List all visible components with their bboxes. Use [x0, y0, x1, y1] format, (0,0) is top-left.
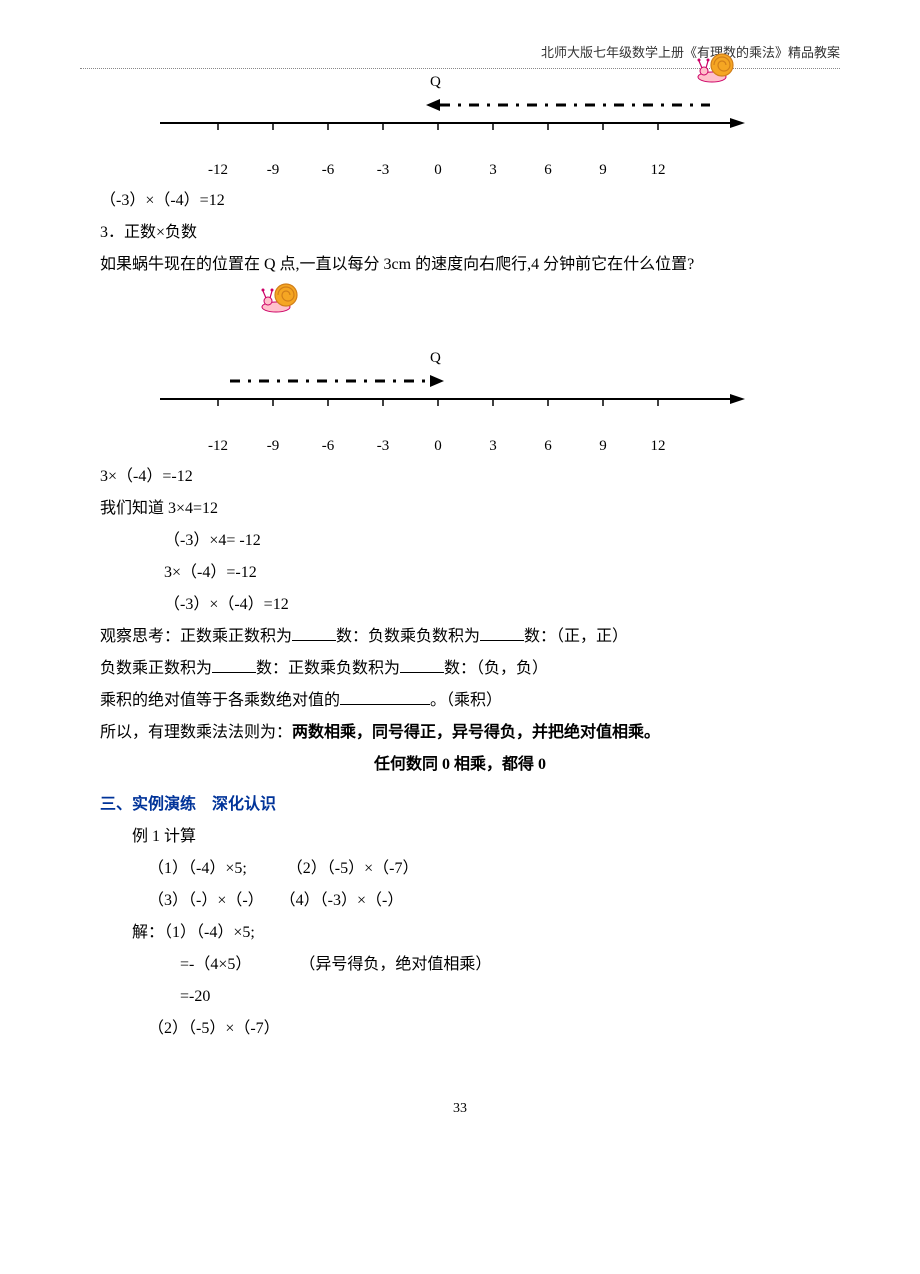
snail-icon	[696, 47, 740, 95]
tick-label: -9	[258, 431, 288, 461]
q-label-2: Q	[430, 343, 441, 373]
section-title: 三、实例演练 深化认识	[100, 789, 820, 821]
solution-1a: =-（4×5） （异号得负，绝对值相乘）	[100, 949, 820, 981]
tick-labels-1: -12-9-6-3036912	[140, 155, 760, 175]
q-label-1: Q	[430, 67, 441, 97]
example-line-1: （1）（-4）×5; （2）（-5）×（-7）	[100, 853, 820, 885]
text-line-5: 观察思考：正数乘正数积为数：负数乘负数积为数：（正，正）	[100, 621, 820, 653]
tick-label: -6	[313, 155, 343, 185]
example-line-2: （3）（-）×（-） （4）（-3）×（-）	[100, 885, 820, 917]
figure-1: Q -12-9-6-3036912	[100, 89, 820, 175]
tick-label: 3	[478, 431, 508, 461]
snail-icon-2	[260, 300, 304, 317]
tick-label: 6	[533, 155, 563, 185]
text-line-2: 3．正数×负数	[100, 217, 820, 249]
tick-label: 9	[588, 431, 618, 461]
dashed-arrow-2	[140, 365, 760, 391]
content-area: Q -12-9-6-3036912 （-3）×（-4）=12 3．正数×负数 如…	[80, 89, 840, 1045]
page-number: 33	[80, 1095, 840, 1123]
equation-1: （-3）×（-4）=12	[100, 185, 820, 217]
equation-3: （-3）×4= -12	[100, 525, 820, 557]
tick-label: -3	[368, 431, 398, 461]
number-line-axis-1	[140, 115, 760, 137]
text-line-6: 负数乘正数积为数：正数乘负数积为数：（负，负）	[100, 653, 820, 685]
tick-label: 9	[588, 155, 618, 185]
solution-1b: =-20	[100, 981, 820, 1013]
text-line-9: 任何数同 0 相乘，都得 0	[100, 749, 820, 781]
equation-5: （-3）×（-4）=12	[100, 589, 820, 621]
tick-labels-2: -12-9-6-3036912	[140, 431, 760, 451]
tick-label: -6	[313, 431, 343, 461]
example-title: 例 1 计算	[100, 821, 820, 853]
dashed-arrow-1	[140, 89, 760, 115]
text-line-8: 所以，有理数乘法法则为：两数相乘，同号得正，异号得负，并把绝对值相乘。	[100, 717, 820, 749]
tick-label: -9	[258, 155, 288, 185]
tick-label: -12	[203, 431, 233, 461]
tick-label: 3	[478, 155, 508, 185]
tick-label: -12	[203, 155, 233, 185]
text-line-7: 乘积的绝对值等于各乘数绝对值的。（乘积）	[100, 685, 820, 717]
figure-2: Q -12-9-6-3036912	[100, 365, 820, 451]
equation-4: 3×（-4）=-12	[100, 557, 820, 589]
tick-label: 12	[643, 155, 673, 185]
solution-1: 解：（1）（-4）×5;	[100, 917, 820, 949]
solution-2: （2）（-5）×（-7）	[100, 1013, 820, 1045]
tick-label: 6	[533, 431, 563, 461]
tick-label: 12	[643, 431, 673, 461]
equation-2: 3×（-4）=-12	[100, 461, 820, 493]
tick-label: 0	[423, 155, 453, 185]
text-line-4: 我们知道 3×4=12	[100, 493, 820, 525]
number-line-axis-2	[140, 391, 760, 413]
tick-label: 0	[423, 431, 453, 461]
tick-label: -3	[368, 155, 398, 185]
